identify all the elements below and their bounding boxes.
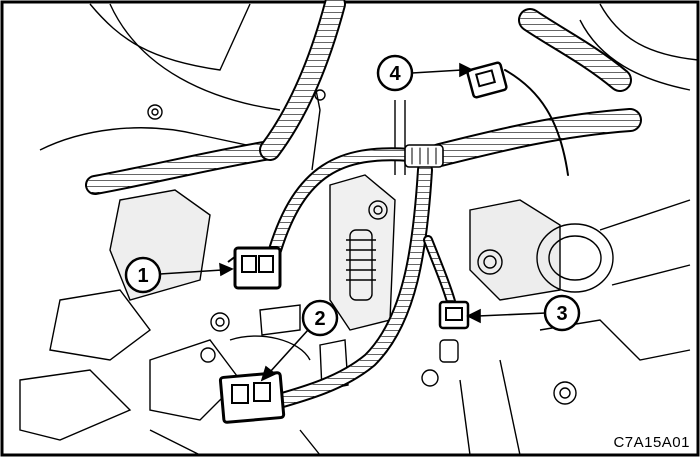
connector-3 — [438, 300, 470, 330]
callout-1: 1 — [124, 256, 162, 294]
connector-2 — [218, 371, 286, 424]
svg-text:2: 2 — [314, 308, 325, 330]
svg-text:4: 4 — [389, 63, 401, 85]
connector-1 — [227, 246, 282, 290]
callout-3: 3 — [543, 294, 581, 332]
figure-code: C7A15A01 — [613, 434, 690, 451]
svg-text:1: 1 — [137, 265, 148, 287]
callout-2: 2 — [301, 299, 339, 337]
svg-text:3: 3 — [556, 303, 567, 325]
connector-4 — [466, 61, 508, 99]
callout-4: 4 — [376, 54, 414, 92]
callout-leaders — [159, 62, 547, 382]
wiring-harness — [85, 0, 642, 413]
